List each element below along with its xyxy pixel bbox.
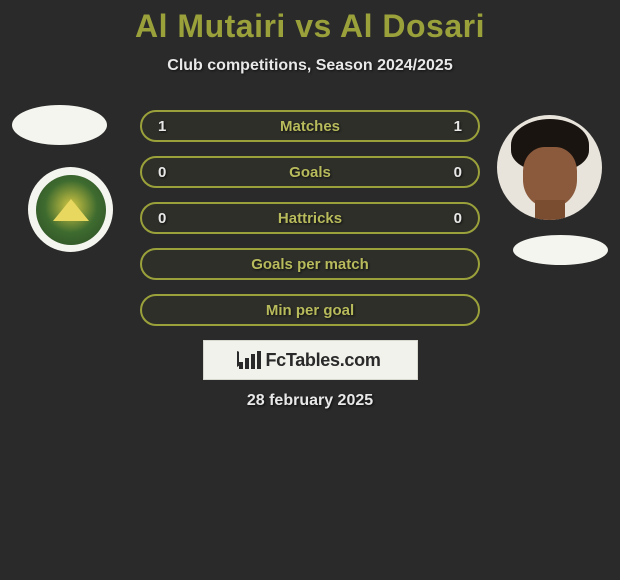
brand-box: FcTables.com [203, 340, 418, 380]
stat-label: Goals per match [251, 256, 369, 273]
stat-label: Goals [289, 164, 331, 181]
club-badge-inner [36, 175, 106, 245]
club-badge-left [28, 167, 113, 252]
player-face [523, 147, 577, 207]
stat-row-matches: 1 Matches 1 [140, 110, 480, 142]
date-line: 28 february 2025 [0, 392, 620, 410]
stat-rows: 1 Matches 1 0 Goals 0 0 Hattricks 0 Goal… [140, 105, 480, 326]
bar-chart-icon [239, 351, 261, 369]
content-area: 1 Matches 1 0 Goals 0 0 Hattricks 0 Goal… [0, 105, 620, 410]
club-right-placeholder [513, 235, 608, 265]
stat-row-goals: 0 Goals 0 [140, 156, 480, 188]
stat-right-value: 1 [442, 118, 462, 135]
stat-label: Min per goal [266, 302, 354, 319]
stat-label: Hattricks [278, 210, 342, 227]
stat-row-goals-per-match: Goals per match [140, 248, 480, 280]
eagle-icon [50, 195, 92, 225]
stat-row-min-per-goal: Min per goal [140, 294, 480, 326]
player-left-placeholder [12, 105, 107, 145]
subtitle: Club competitions, Season 2024/2025 [0, 57, 620, 75]
stat-left-value: 0 [158, 164, 178, 181]
stat-left-value: 0 [158, 210, 178, 227]
stat-label: Matches [280, 118, 340, 135]
stat-right-value: 0 [442, 210, 462, 227]
stat-left-value: 1 [158, 118, 178, 135]
player-right-photo [497, 115, 602, 220]
player-neck [535, 200, 565, 220]
page-title: Al Mutairi vs Al Dosari [0, 8, 620, 45]
stat-right-value: 0 [442, 164, 462, 181]
stat-row-hattricks: 0 Hattricks 0 [140, 202, 480, 234]
brand-text: FcTables.com [265, 350, 380, 371]
comparison-card: Al Mutairi vs Al Dosari Club competition… [0, 0, 620, 410]
